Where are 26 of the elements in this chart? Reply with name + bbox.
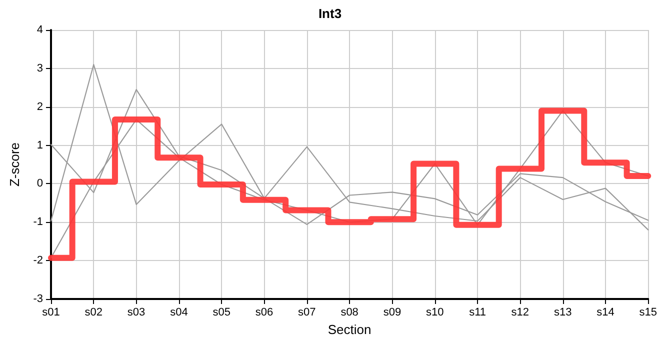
x-tick-label: s09 <box>383 306 402 318</box>
x-tick-label: s08 <box>340 306 358 318</box>
x-tick-label: s12 <box>511 306 530 318</box>
y-tick-label: 2 <box>36 100 43 113</box>
x-tick-label: s04 <box>170 306 188 318</box>
x-tick-label: s13 <box>554 306 572 318</box>
y-tick-label: 3 <box>36 62 43 74</box>
y-tick-label: -1 <box>33 216 43 228</box>
y-axis-title: Z-score <box>7 142 22 187</box>
x-tick-label: s05 <box>212 306 230 318</box>
y-tick-label: 4 <box>36 24 43 36</box>
y-tick-label: -3 <box>33 293 43 305</box>
x-tick-label: s11 <box>469 306 486 318</box>
x-tick-label: s14 <box>596 306 614 318</box>
x-tick-label: s03 <box>127 306 146 318</box>
y-tick-label: 0 <box>36 178 43 190</box>
x-tick-label: s06 <box>255 306 274 318</box>
y-tick-label: -2 <box>33 254 43 267</box>
x-axis-title: Section <box>328 322 372 337</box>
x-tick-label: s01 <box>42 306 60 318</box>
y-tick-label: 1 <box>36 139 43 152</box>
x-tick-label: s02 <box>84 306 103 318</box>
x-tick-label: s10 <box>426 306 444 318</box>
x-tick-label: s07 <box>298 306 316 318</box>
x-tick-label: s15 <box>639 306 658 318</box>
chart-title: Int3 <box>318 6 342 21</box>
